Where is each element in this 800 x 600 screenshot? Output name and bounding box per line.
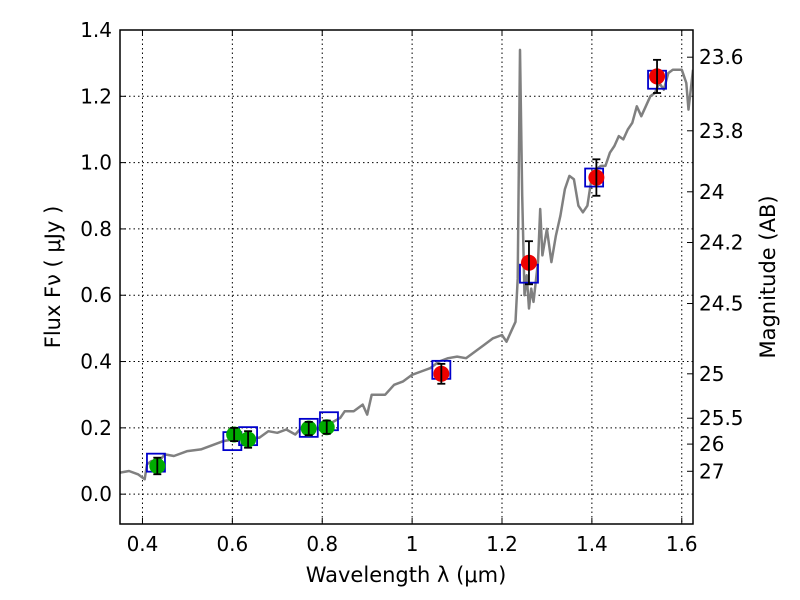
right-tick-label: 26 — [699, 432, 724, 456]
right-tick-label: 23.8 — [699, 119, 744, 143]
photometry-layer — [146, 58, 667, 476]
y-tick-label: 0.2 — [80, 416, 112, 440]
y-tick-label: 1.0 — [80, 151, 112, 175]
x-tick-label: 0.8 — [306, 532, 338, 556]
x-tick-label: 0.6 — [216, 532, 248, 556]
x-tick-label: 1.6 — [666, 532, 698, 556]
right-tick-label: 24 — [699, 180, 724, 204]
y-tick-label: 0.0 — [80, 482, 112, 506]
y-tick-label: 1.2 — [80, 84, 112, 108]
plot-frame — [119, 29, 694, 525]
x-tick-label: 1.4 — [576, 532, 608, 556]
model-photometry-square — [298, 417, 319, 438]
x-tick-label: 1 — [406, 532, 419, 556]
right-tick-label: 25 — [699, 362, 724, 386]
right-tick-label: 24.5 — [699, 292, 744, 316]
axis-ticks: 0.4 0.6 0.8 1 1.2 1.4 1.6 0.0 0.2 0.4 0.6 0.8 1.0 1.2… — [80, 18, 743, 556]
right-tick-label: 25.5 — [699, 406, 744, 430]
right-tick-label: 23.6 — [699, 45, 744, 69]
x-tick-label: 1.2 — [486, 532, 518, 556]
x-tick-label: 0.4 — [127, 532, 159, 556]
y-tick-label: 0.6 — [80, 283, 112, 307]
y-tick-label: 0.8 — [80, 217, 112, 241]
y-tick-label: 0.4 — [80, 350, 112, 374]
right-y-axis-label: Magnitude (AB) — [756, 195, 780, 358]
y-axis-label: Flux Fν ( μJy ) — [41, 206, 65, 349]
right-tick-label: 24.2 — [699, 231, 744, 255]
y-tick-label: 1.4 — [80, 18, 112, 42]
right-tick-label: 27 — [699, 459, 724, 483]
x-axis-label: Wavelength λ (μm) — [306, 563, 507, 587]
